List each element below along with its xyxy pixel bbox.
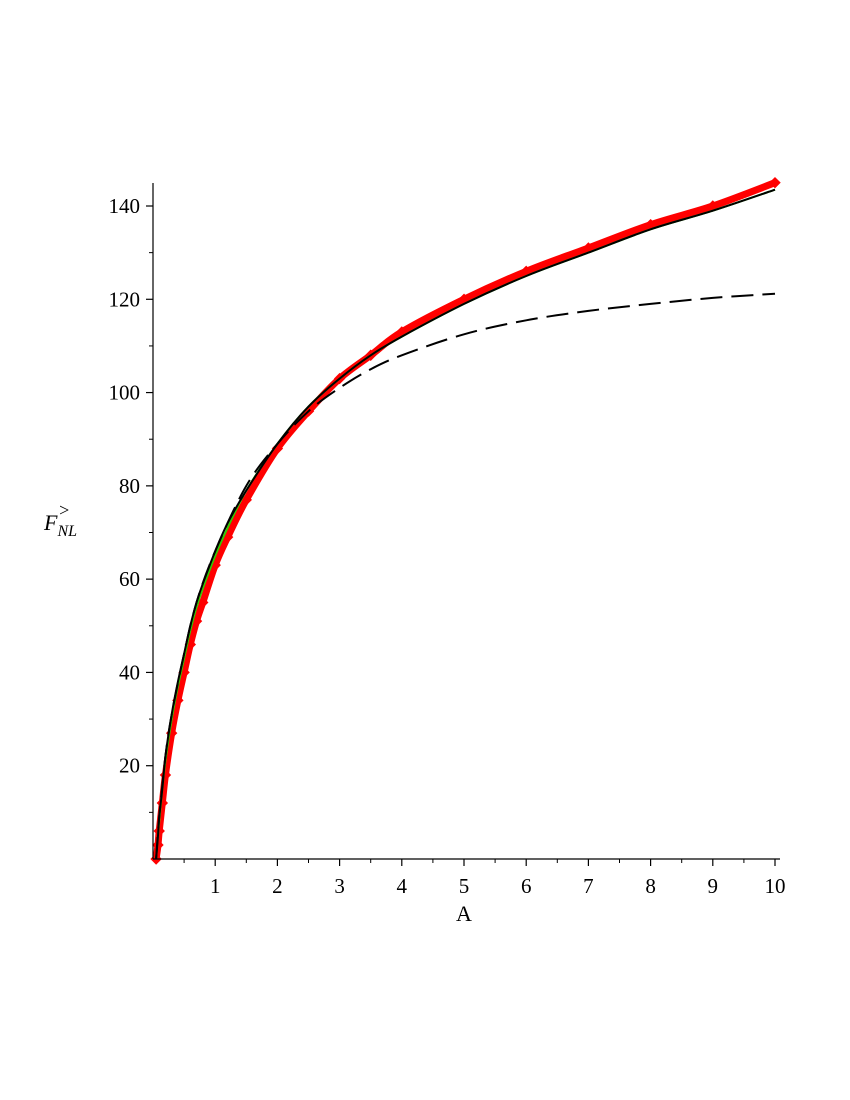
x-tick-label: 7 bbox=[583, 874, 594, 898]
ticks: 1 2 3 4 5 6 7 8 9 10 20 40 60 80 100 120 140 bbox=[109, 194, 786, 898]
x-tick-label: 10 bbox=[765, 874, 786, 898]
series-line-solid bbox=[155, 188, 776, 860]
y-tick-label: 100 bbox=[109, 381, 141, 405]
x-tick-label: 3 bbox=[334, 874, 345, 898]
x-tick-label: 1 bbox=[210, 874, 221, 898]
y-tick-label: 80 bbox=[119, 474, 140, 498]
axes bbox=[152, 183, 780, 860]
y-tick-label: 120 bbox=[109, 287, 141, 311]
x-tick-label: 6 bbox=[521, 874, 532, 898]
y-axis-title-sup: > bbox=[58, 500, 70, 520]
y-axis-title-base: F bbox=[43, 510, 58, 535]
y-tick-label: 140 bbox=[109, 194, 141, 218]
x-tick-label: 5 bbox=[459, 874, 470, 898]
series-line-dashed bbox=[155, 292, 776, 860]
y-axis-title: FNL > bbox=[43, 500, 77, 540]
y-tick-label: 60 bbox=[119, 567, 140, 591]
series-line-thick-solid-with-diamond-markers bbox=[152, 179, 777, 860]
series-marker bbox=[769, 176, 781, 189]
y-tick-label: 40 bbox=[119, 660, 140, 684]
x-tick-label: 9 bbox=[708, 874, 719, 898]
series-line-solid bbox=[155, 188, 776, 860]
y-tick-label: 20 bbox=[119, 754, 140, 778]
x-tick-label: 8 bbox=[645, 874, 656, 898]
x-tick-label: 2 bbox=[272, 874, 283, 898]
y-axis-title-sub: NL bbox=[56, 523, 77, 540]
x-tick-label: 4 bbox=[397, 874, 408, 898]
x-axis-title: A bbox=[456, 901, 472, 926]
series-layer bbox=[150, 176, 781, 865]
